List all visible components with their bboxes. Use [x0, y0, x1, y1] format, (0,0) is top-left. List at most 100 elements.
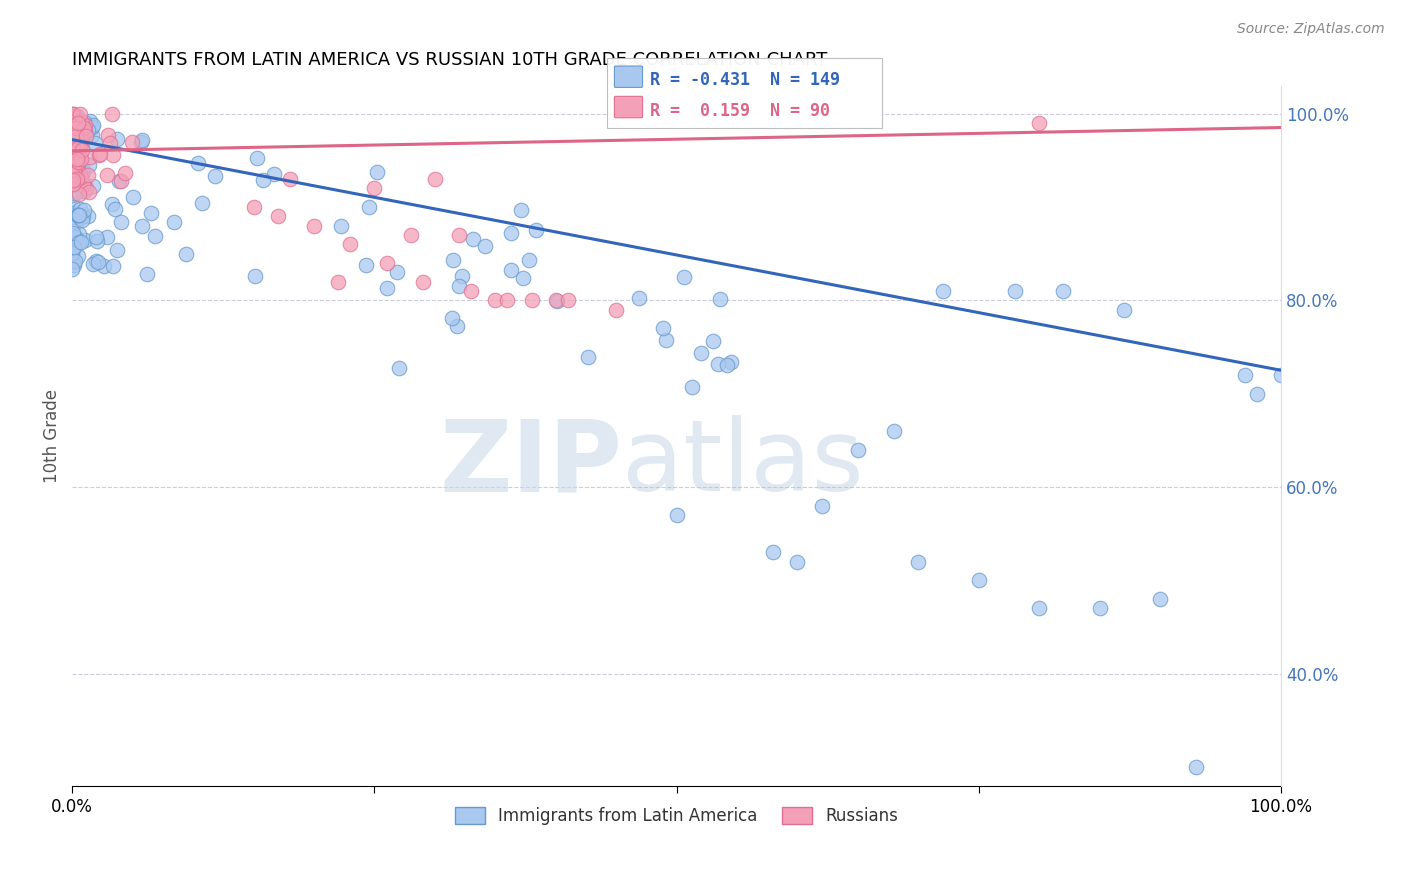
Point [931, 284, 953, 298]
Point [77, 158, 100, 172]
Point [60, 195, 83, 210]
Point [101, 197, 124, 211]
Point [89, 147, 111, 161]
Point [63, 139, 86, 153]
Point [544, 293, 567, 308]
Point [70, 169, 93, 184]
Point [62, 134, 84, 148]
Point [363, 181, 385, 195]
Point [60, 140, 83, 154]
Point [447, 227, 470, 242]
Point [451, 268, 474, 283]
Point [328, 275, 350, 289]
Point [510, 202, 533, 217]
Point [62, 173, 84, 187]
Point [810, 499, 832, 513]
Point [654, 333, 676, 347]
Point [263, 167, 285, 181]
Point [75, 128, 97, 143]
Point [73, 202, 96, 217]
Point [63, 106, 86, 120]
Point [65, 232, 87, 246]
Point [628, 291, 651, 305]
Point [63, 129, 86, 144]
Point [63, 210, 86, 224]
Point [60, 154, 83, 169]
Point [267, 209, 290, 223]
Text: Source: ZipAtlas.com: Source: ZipAtlas.com [1237, 22, 1385, 37]
Point [60, 139, 83, 153]
Point [60, 117, 83, 131]
Point [110, 174, 132, 188]
Point [101, 148, 124, 162]
Point [72, 178, 94, 192]
Point [93, 259, 115, 273]
Point [80, 128, 103, 142]
Point [883, 424, 905, 438]
Point [187, 155, 209, 169]
Point [107, 132, 129, 146]
Point [62, 188, 84, 202]
Point [62, 226, 84, 240]
Point [62, 119, 84, 133]
Point [131, 219, 153, 233]
Point [67, 186, 90, 201]
Point [278, 172, 301, 186]
Point [60, 137, 83, 152]
Point [1052, 284, 1074, 298]
Point [62, 109, 84, 123]
Point [412, 275, 434, 289]
Point [252, 172, 274, 186]
Point [460, 284, 482, 298]
Point [67, 155, 90, 169]
Point [605, 302, 627, 317]
Point [673, 269, 696, 284]
Point [141, 206, 163, 220]
Point [716, 359, 738, 373]
Point [60, 164, 83, 178]
Point [681, 380, 703, 394]
Point [330, 219, 353, 234]
Point [79, 150, 101, 164]
Point [75, 118, 97, 132]
Point [60, 106, 83, 120]
Point [87, 255, 110, 269]
Point [463, 232, 485, 246]
Point [190, 196, 212, 211]
Point [69, 125, 91, 139]
Point [66, 161, 89, 175]
Point [60, 167, 83, 181]
Point [520, 293, 543, 308]
Point [1004, 284, 1026, 298]
Point [67, 209, 90, 223]
Point [69, 106, 91, 120]
Point [69, 121, 91, 136]
Point [62, 153, 84, 167]
Point [97, 128, 120, 142]
Point [101, 107, 124, 121]
Point [66, 116, 89, 130]
Point [499, 226, 522, 240]
Point [524, 223, 547, 237]
Point [131, 133, 153, 147]
Point [98, 136, 121, 151]
Point [89, 148, 111, 162]
Point [72, 178, 94, 192]
Point [512, 271, 534, 285]
Point [786, 555, 808, 569]
Point [62, 176, 84, 190]
Point [375, 256, 398, 270]
Point [82, 257, 104, 271]
Point [82, 178, 104, 193]
Point [63, 186, 86, 200]
Point [302, 219, 325, 233]
Point [107, 243, 129, 257]
Point [162, 215, 184, 229]
Point [121, 135, 143, 149]
Point [70, 143, 93, 157]
Point [387, 265, 409, 279]
Point [60, 206, 83, 220]
Point [70, 135, 93, 149]
Point [60, 114, 83, 128]
Point [67, 249, 90, 263]
